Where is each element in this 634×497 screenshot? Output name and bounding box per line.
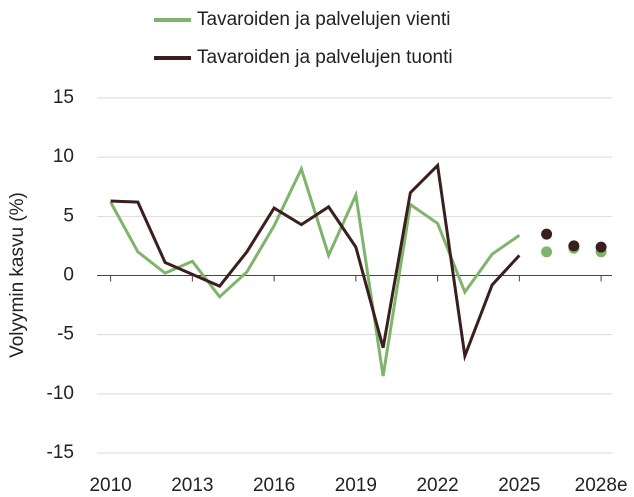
x-tick-label: 2022 — [416, 475, 458, 496]
legend-label: Tavaroiden ja palvelujen vienti — [197, 9, 451, 30]
legend-label: Tavaroiden ja palvelujen tuonti — [197, 47, 453, 68]
y-tick-label: 15 — [53, 87, 74, 108]
y-tick-label: 5 — [63, 205, 74, 226]
x-tick-label: 2019 — [335, 475, 377, 496]
forecast-dot — [541, 228, 553, 240]
y-axis-label: Volyymin kasvu (%) — [7, 192, 28, 358]
y-tick-label: -15 — [47, 442, 74, 463]
y-tick-label: -10 — [47, 383, 74, 404]
x-tick-label: 2028e — [575, 475, 628, 496]
series-line — [109, 164, 521, 377]
x-tick-label: 2013 — [171, 475, 213, 496]
x-tick-label: 2010 — [89, 475, 131, 496]
forecast-dot — [568, 240, 580, 252]
series-line — [110, 162, 521, 362]
x-tick-label: 2016 — [253, 475, 295, 496]
forecast-dot — [595, 241, 607, 253]
y-tick-label: 10 — [53, 146, 74, 167]
y-tick-label: 0 — [63, 265, 74, 286]
y-tick-label: -5 — [57, 324, 74, 345]
x-tick-label: 2025 — [498, 475, 540, 496]
forecast-dot — [541, 246, 553, 258]
